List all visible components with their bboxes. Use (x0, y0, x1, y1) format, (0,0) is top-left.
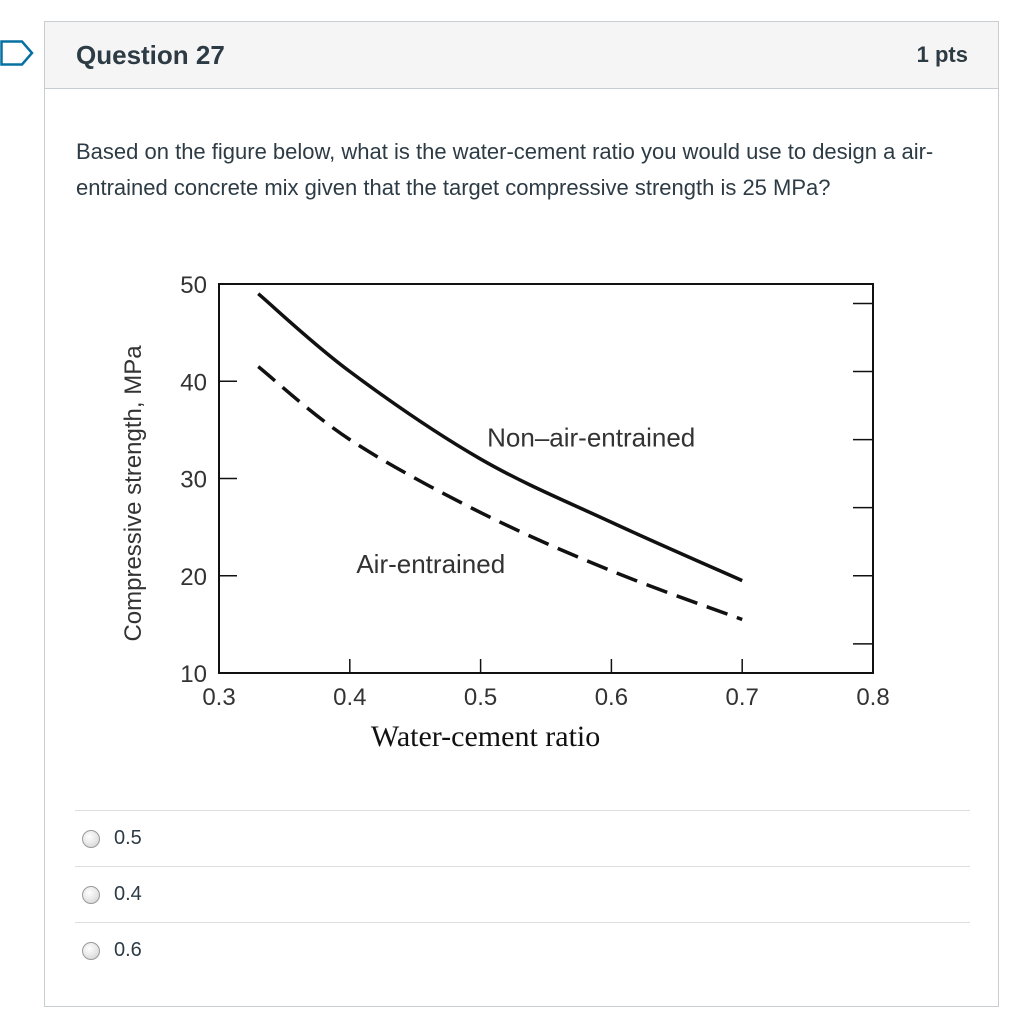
series-label-air-entrained: Air-entrained (356, 549, 505, 579)
question-header: Question 27 1 pts (45, 22, 998, 89)
radio-button[interactable] (82, 885, 100, 904)
answer-option[interactable]: 0.6 (75, 922, 970, 978)
answer-list: 0.5 0.4 0.6 (75, 810, 970, 978)
question-card: Question 27 1 pts Based on the figure be… (44, 21, 999, 1007)
y-axis-label: Compressive strength, MPa (120, 345, 147, 642)
radio-button[interactable] (82, 941, 100, 960)
y-tick-label: 10 (180, 661, 207, 688)
y-tick-label: 40 (180, 369, 207, 396)
air-entrained-curve (257, 365, 743, 622)
x-tick-label: 0.4 (333, 684, 366, 711)
series-label-non-air-entrained: Non–air-entrained (487, 422, 695, 452)
x-tick-label: 0.8 (856, 684, 889, 711)
x-tick-label: 0.6 (595, 684, 628, 711)
x-tick-label: 0.5 (464, 684, 497, 711)
y-tick-label: 50 (180, 272, 207, 299)
question-points: 1 pts (916, 42, 968, 67)
plot-frame (218, 283, 874, 674)
x-axis-label: Water-cement ratio (371, 720, 600, 753)
answer-option[interactable]: 0.5 (75, 810, 970, 866)
answer-label[interactable]: 0.4 (114, 883, 142, 905)
x-tick-label: 0.7 (726, 684, 759, 711)
answer-label[interactable]: 0.6 (114, 939, 142, 961)
answer-option[interactable]: 0.4 (75, 866, 970, 922)
non-air-entrained-curve (257, 292, 743, 583)
answer-label[interactable]: 0.5 (114, 827, 142, 849)
question-figure: 10 20 30 40 50 0.3 0.4 0.5 0.6 0.7 0.8 Water-cement… (105, 272, 905, 782)
strength-chart: 10 20 30 40 50 0.3 0.4 0.5 0.6 0.7 0.8 Water-cement… (120, 272, 890, 753)
radio-button[interactable] (82, 829, 100, 848)
question-text: Based on the figure below, what is the w… (76, 139, 934, 200)
y-tick-label: 20 (180, 564, 207, 591)
question-title: Question 27 (76, 39, 225, 70)
flag-icon[interactable] (0, 40, 34, 66)
x-tick-label: 0.3 (202, 684, 235, 711)
y-tick-label: 30 (180, 467, 207, 494)
